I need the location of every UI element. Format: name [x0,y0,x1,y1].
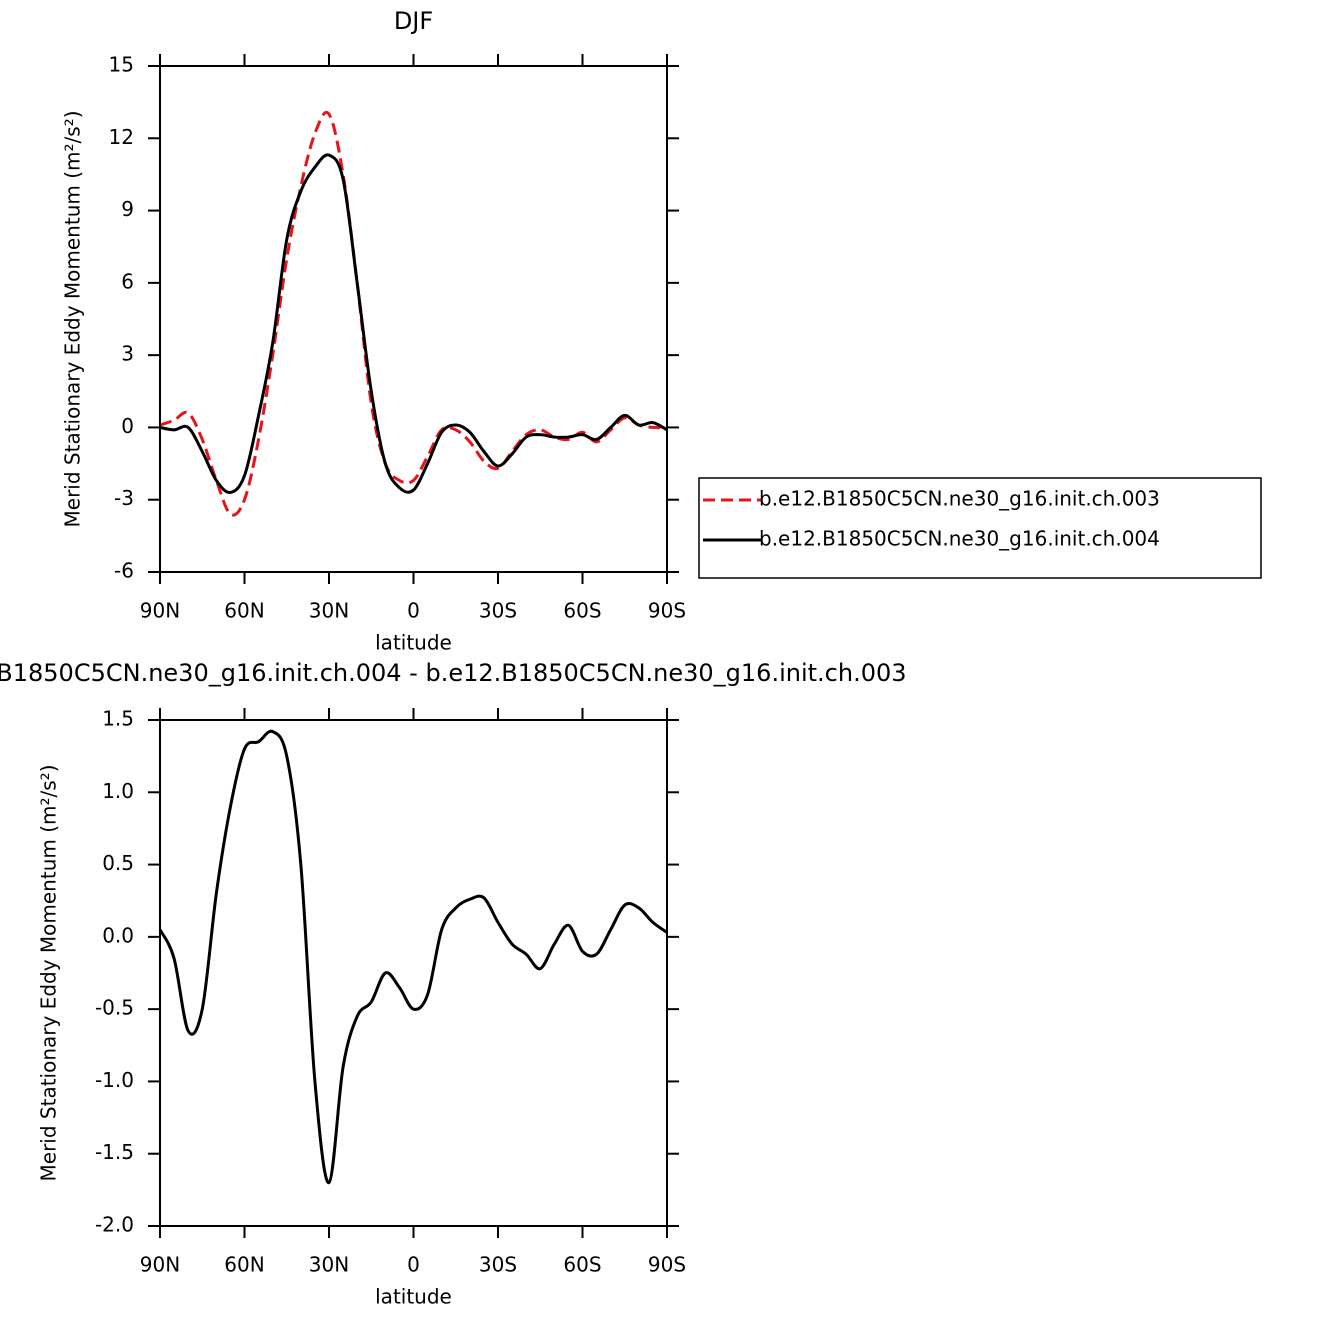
x-tick-label: 0 [407,1253,420,1277]
x-tick-label: 90N [140,1253,180,1277]
x-tick-label: 60N [224,599,264,623]
y-tick-label: 15 [109,53,134,77]
data-line [159,153,668,494]
x-axis-label: latitude [375,1285,452,1309]
y-tick-label: 3 [121,342,134,366]
y-axis-label: Merid Stationary Eddy Momentum (m²/s²) [37,765,61,1182]
chart-title: DJF [394,7,433,35]
y-tick-label: -2.0 [95,1213,134,1237]
y-tick-label: 1.5 [102,707,134,731]
y-tick-label: 9 [121,197,134,221]
y-tick-label: -1.0 [95,1068,134,1092]
x-tick-label: 90S [648,1253,686,1277]
x-tick-label: 60N [224,1253,264,1277]
data-line [158,729,668,1185]
y-tick-label: 0.5 [102,851,134,875]
y-tick-label: -3 [114,486,134,510]
plot-frame [159,65,668,573]
plot-frame [159,719,668,1227]
x-tick-label: 90S [648,599,686,623]
x-tick-label: 60S [563,599,601,623]
x-tick-label: 90N [140,599,180,623]
y-tick-label: 1.0 [102,779,134,803]
y-tick-label: -1.5 [95,1140,134,1164]
x-tick-label: 30S [479,1253,517,1277]
x-tick-label: 0 [407,599,420,623]
y-tick-label: -6 [114,559,134,583]
data-line [159,111,668,517]
y-tick-label: 6 [121,269,134,293]
y-tick-label: 0.0 [102,923,134,947]
x-tick-label: 60S [563,1253,601,1277]
y-tick-label: 0 [121,414,134,438]
y-tick-label: 12 [109,125,134,149]
x-tick-label: 30N [309,1253,349,1277]
legend-box [698,477,1262,579]
y-tick-label: -0.5 [95,996,134,1020]
chart-title: b.e12.B1850C5CN.ne30_g16.init.ch.004 - b… [0,659,907,687]
x-tick-label: 30S [479,599,517,623]
legend-label: b.e12.B1850C5CN.ne30_g16.init.ch.004 [759,527,1160,551]
legend-label: b.e12.B1850C5CN.ne30_g16.init.ch.003 [759,487,1160,511]
x-tick-label: 30N [309,599,349,623]
y-axis-label: Merid Stationary Eddy Momentum (m²/s²) [61,111,85,528]
x-axis-label: latitude [375,631,452,655]
